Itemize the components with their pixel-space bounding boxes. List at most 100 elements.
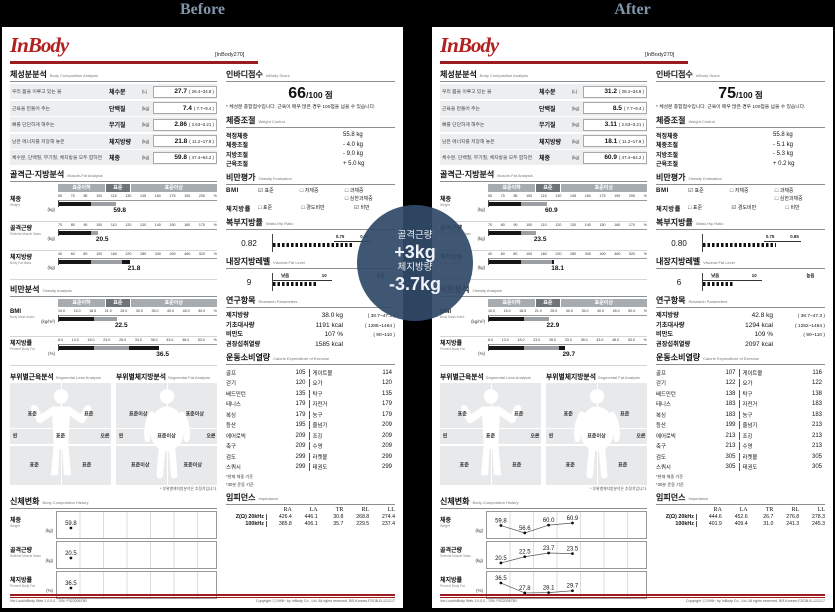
right-column: 인바디점수 InBody Score 66/100 점 * 체성분 종합점수입니다. … bbox=[226, 65, 395, 601]
svg-text:59.8: 59.8 bbox=[495, 518, 507, 524]
weight-control-value: 55.8 kg bbox=[343, 132, 363, 139]
row-unit: (L) bbox=[572, 89, 578, 94]
body-composition-row: 체수분, 단백질, 무기질, 체지방을 모두 합하면 체중 (kg) 59.8( 47… bbox=[10, 150, 217, 165]
research-row: 제지방량 38.0 kg ( 38.7~47.3 ) bbox=[226, 310, 395, 320]
impedance-value: 278.3 bbox=[812, 514, 825, 521]
exercise-kcal: 305 bbox=[811, 453, 822, 460]
bar-segment bbox=[523, 345, 559, 350]
weight-control-row: 체중조절 - 5.1 kg bbox=[656, 140, 825, 150]
exercise-name: 라켓볼 bbox=[308, 452, 377, 461]
inbody-score-title: 인바디점수 bbox=[226, 70, 263, 79]
bmi-evaluation-option: □ 심한과체중 bbox=[344, 196, 373, 203]
bmi-evaluation-label: BMI bbox=[656, 187, 669, 195]
badge-muscle-label: 골격근량 bbox=[397, 230, 433, 242]
segmental-fat-subtitle: Segmental Fat Analysis bbox=[598, 375, 640, 380]
impedance-column-header: RA bbox=[283, 507, 292, 514]
svg-text:20.5: 20.5 bbox=[495, 556, 507, 562]
body-composition-section: 체성분분석 Body Composition Analysis 우리 몸을 이루고 … bbox=[440, 69, 647, 165]
impedance-value: 31.0 bbox=[763, 521, 774, 528]
exercise-note: *현재 체중 기준 bbox=[656, 474, 684, 480]
bar-graph-row: 체중 Weight (kg) 55 70 85 100 115 130 145 160 175 190 2… bbox=[10, 193, 217, 222]
history-line-chart: 36.5 27.8 28.1 29.7 bbox=[495, 576, 579, 595]
bar-segment bbox=[90, 201, 116, 206]
weight-control-label: 적정체중 bbox=[226, 133, 249, 140]
history-subtitle: Body Composition History bbox=[472, 500, 519, 505]
research-range: ( 90~110 ) bbox=[373, 333, 395, 339]
inbody-score-note: * 체성분 종합점수입니다. 근육이 매우 많은 경우 100점을 넘을 수 있… bbox=[656, 105, 806, 110]
inbody-score-value: 66 bbox=[288, 85, 307, 102]
exercise-name: 배드민턴 bbox=[226, 391, 246, 398]
band-1: 표준 bbox=[106, 299, 130, 307]
body-composition-row: 우리 몸을 이루고 있는 물 체수분 (L) 27.7( 28.4~34.8 ) bbox=[10, 84, 217, 99]
segmental-lean-diagram: 표준 표준 왼 표준 오른 표준 표준 bbox=[440, 383, 541, 485]
after-label: After bbox=[614, 1, 651, 18]
weight-control-value: + 5.0 kg bbox=[343, 160, 365, 167]
exercise-name: 검도 bbox=[226, 454, 236, 461]
weight-control-value: - 5.1 kg bbox=[773, 141, 794, 148]
segmental-lean-panel: 부위별근육분석 Segmental Lean Analysis 표준 표준 왼 표준 오른 표… bbox=[440, 371, 541, 492]
exercise-name: 자전거 bbox=[738, 400, 807, 409]
band-1: 표준 bbox=[536, 299, 560, 307]
row-description: 뼈를 단단하게 해주는 bbox=[442, 123, 485, 128]
row-normal-range: ( 28.4~34.8 ) bbox=[188, 89, 214, 94]
trunk-rating: 표준 bbox=[55, 433, 66, 440]
impedance-column-header: RL bbox=[361, 507, 370, 514]
segmental-lean-diagram: 표준 표준 왼 표준 오른 표준 표준 bbox=[10, 383, 111, 485]
bar-track: 8.0 13.0 18.0 23.0 28.0 33.0 38.0 43.0 48.0 53.0%… bbox=[58, 338, 217, 364]
row-description: 남은 에너지를 저장해 놓은 bbox=[12, 139, 65, 145]
impedance-column-header: LL bbox=[817, 507, 825, 514]
bar-track: 40 60 80 100 160 220 280 340 400 460 520% 21.8 bbox=[58, 252, 217, 278]
history-line-chart: 20.5 bbox=[65, 551, 77, 560]
exercise-kcal: 135 bbox=[381, 390, 392, 397]
inbody-score-denominator: /100 점 bbox=[306, 90, 333, 100]
exercise-row: 걷기 122 요가 122 bbox=[656, 378, 825, 389]
footer-version: Ver.LookinBody Web 1.0.0.0 - S/N: F92200… bbox=[440, 599, 517, 603]
row-normal-range: ( 47.4~64.2 ) bbox=[618, 155, 644, 160]
body-composition-row: 남은 에너지를 저장해 놓은 체지방량 (kg) 18.1( 11.2~17.9 ) bbox=[440, 133, 647, 149]
impedance-value: 26.7 bbox=[763, 514, 774, 521]
impedance-column-header: RL bbox=[791, 507, 800, 514]
exercise-calories-subtitle: Calorie Expenditure of Exercise bbox=[703, 356, 760, 362]
report-page-after: InBody [InBody270] 체성분분석 Body Composition A… bbox=[432, 27, 833, 608]
row-value: 21.8 bbox=[174, 137, 188, 145]
exercise-kcal: 135 bbox=[295, 390, 306, 397]
footer-version: Ver.LookinBody Web 1.0.0.0 - S/N: F92200… bbox=[10, 599, 87, 603]
exercise-name: 수영 bbox=[308, 442, 377, 451]
exercise-kcal: 213 bbox=[811, 432, 822, 439]
impedance-section: 임피던스 Impedance RA LA TR RL LL Z(Ω) 20kHz 444.6 45… bbox=[656, 492, 825, 528]
row-value: 3.11 bbox=[604, 121, 617, 128]
research-range: ( 1282~1484 ) bbox=[794, 323, 825, 329]
row-description: 남은 에너지를 저장해 놓은 bbox=[442, 139, 495, 145]
research-row: 비만도 109 % ( 90~110 ) bbox=[656, 329, 825, 339]
row-description: 체수분, 단백질, 무기질, 체지방을 모두 합하면 bbox=[12, 156, 103, 161]
research-subtitle: Research Parameters bbox=[258, 299, 298, 305]
bar-graph-row: 체중 Weight (kg) 55 70 85 100 115 130 145 160 175 190 2… bbox=[440, 193, 647, 222]
pbf-evaluation-label: 체지방률 bbox=[226, 206, 251, 214]
inbody-score-subtitle: InBody Score bbox=[265, 73, 290, 78]
body-composition-section: 체성분분석 Body Composition Analysis 우리 몸을 이루고 … bbox=[10, 69, 217, 165]
left-side-label: 왼 bbox=[12, 433, 18, 440]
impedance-column-header: TR bbox=[765, 507, 774, 514]
whr-track: 0.75 0.85 bbox=[702, 234, 825, 253]
bmi-evaluation-option: □ 심한과체중 bbox=[774, 196, 803, 203]
segmental-fat-title: 부위별체지방분석 bbox=[546, 374, 597, 381]
header-rule bbox=[440, 61, 688, 64]
bar-track: 55 70 85 100 115 130 145 160 175 190 205% 60.9 bbox=[488, 194, 647, 220]
row-value-box: 59.8( 47.4~64.2 ) bbox=[153, 151, 217, 164]
impedance-table: RA LA TR RL LL Z(Ω) 20kHz 426.4 446.1 30.8 268.8 2… bbox=[226, 507, 395, 528]
exercise-row: 걷기 120 요가 120 bbox=[226, 378, 395, 389]
right-leg-rating: 표준 bbox=[512, 462, 522, 469]
body-composition-header: 체성분분석 Body Composition Analysis bbox=[440, 69, 647, 82]
weight-control-value: - 5.3 kg bbox=[773, 151, 794, 158]
research-label: 제지방량 bbox=[226, 312, 249, 320]
exercise-row: 에어로빅 209 조깅 209 bbox=[226, 430, 395, 441]
bar-track: 40 60 80 100 160 220 280 340 400 460 520% 18.1 bbox=[488, 252, 647, 278]
segmental-fat-panel: 부위별체지방분석 Segmental Fat Analysis 표준이상 표준이상 왼 표… bbox=[116, 371, 217, 492]
standard-band: 표준이하 표준 표준이상 bbox=[488, 299, 647, 307]
vfl-subtitle: Visceral Fat Level bbox=[703, 260, 735, 266]
row-normal-range: ( 2.63~3.21 ) bbox=[618, 122, 644, 127]
row-unit: (kg) bbox=[572, 138, 580, 144]
report-header: InBody [InBody270] bbox=[10, 32, 395, 65]
